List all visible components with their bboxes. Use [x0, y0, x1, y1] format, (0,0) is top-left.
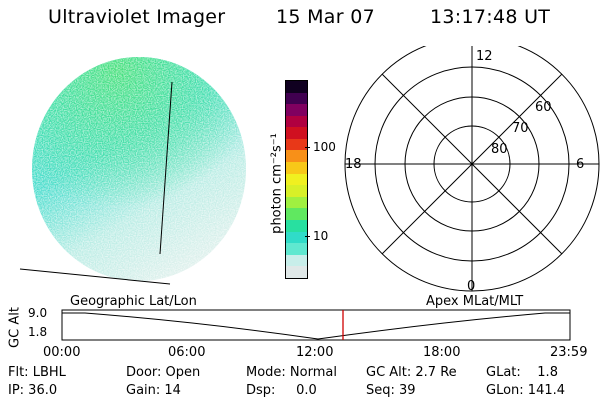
- colorbar-tick-100: [305, 147, 310, 148]
- colorbar-swatch: [286, 173, 307, 186]
- mlt-label-12: 12: [476, 49, 493, 64]
- colorbar-swatch: [286, 243, 307, 255]
- lat-label-70: 70: [512, 121, 529, 136]
- mlt-label-6: 6: [576, 157, 584, 172]
- polar-mlt-plot: 12 0 18 6 60 70 80: [344, 46, 600, 294]
- timeline-y-label: GC Alt: [7, 307, 23, 348]
- colorbar-swatch: [286, 231, 307, 244]
- terminator-line: [159, 81, 173, 255]
- uv-earth-image: [19, 57, 246, 285]
- colorbar-swatch: [286, 185, 307, 197]
- status-gain: Gain: 14: [126, 383, 181, 398]
- colorbar-label-100: 100: [313, 140, 336, 154]
- status-mode: Mode: Normal: [246, 365, 337, 380]
- colorbar-label-10: 10: [313, 229, 329, 243]
- timeline-y-tick-bottom: 1.8: [28, 325, 48, 339]
- colorbar-swatch: [286, 104, 307, 116]
- status-flt: Flt: LBHL: [8, 365, 66, 380]
- timeline-left-title: Geographic Lat/Lon: [70, 294, 197, 309]
- colorbar-swatch: [286, 127, 307, 139]
- date-label: 15 Mar 07: [276, 6, 375, 28]
- timeline-x-tick-3: 18:00: [423, 345, 461, 360]
- status-glat: GLat: 1.8: [486, 365, 558, 380]
- mlt-label-18: 18: [345, 157, 362, 172]
- colorbar-swatch: [286, 81, 307, 93]
- colorbar-swatch: [286, 150, 307, 163]
- lat-label-80: 80: [491, 142, 508, 157]
- timeline-x-tick-2: 12:00: [296, 345, 334, 360]
- colorbar-swatch: [286, 266, 307, 278]
- timeline-y-tick-top: 9.0: [28, 306, 48, 320]
- timeline-right-title: Apex MLat/MLT: [426, 294, 524, 309]
- colorbar-unit-label: photon cm⁻²s⁻¹: [269, 133, 285, 234]
- colorbar-swatch: [286, 220, 307, 232]
- colorbar-swatch: [286, 115, 307, 128]
- status-dsp: Dsp: 0.0: [246, 383, 317, 398]
- timeline-x-tick-1: 06:00: [168, 345, 206, 360]
- status-gc-alt: GC Alt: 2.7 Re: [366, 365, 457, 380]
- time-label: 13:17:48 UT: [430, 6, 551, 28]
- timeline-x-tick-4: 23:59: [550, 345, 588, 360]
- timeline-x-tick-0: 00:00: [43, 345, 81, 360]
- colorbar-tick-10: [305, 236, 310, 237]
- mlt-label-0: 0: [467, 279, 475, 294]
- lat-label-60: 60: [535, 100, 552, 115]
- status-ip: IP: 36.0: [8, 383, 58, 398]
- instrument-title: Ultraviolet Imager: [48, 6, 226, 28]
- colorbar-swatch: [286, 254, 307, 267]
- limb-line: [19, 268, 171, 285]
- colorbar-swatch: [286, 208, 307, 221]
- status-glon: GLon: 141.4: [486, 383, 566, 398]
- colorbar-swatch: [286, 92, 307, 105]
- colorbar-swatch: [286, 138, 307, 151]
- colorbar: [285, 80, 308, 279]
- status-door: Door: Open: [126, 365, 201, 380]
- status-seq: Seq: 39: [366, 383, 416, 398]
- altitude-curve: [62, 312, 570, 340]
- timeline-altitude-plot: [61, 309, 571, 341]
- colorbar-swatch: [286, 162, 307, 174]
- colorbar-swatch: [286, 196, 307, 209]
